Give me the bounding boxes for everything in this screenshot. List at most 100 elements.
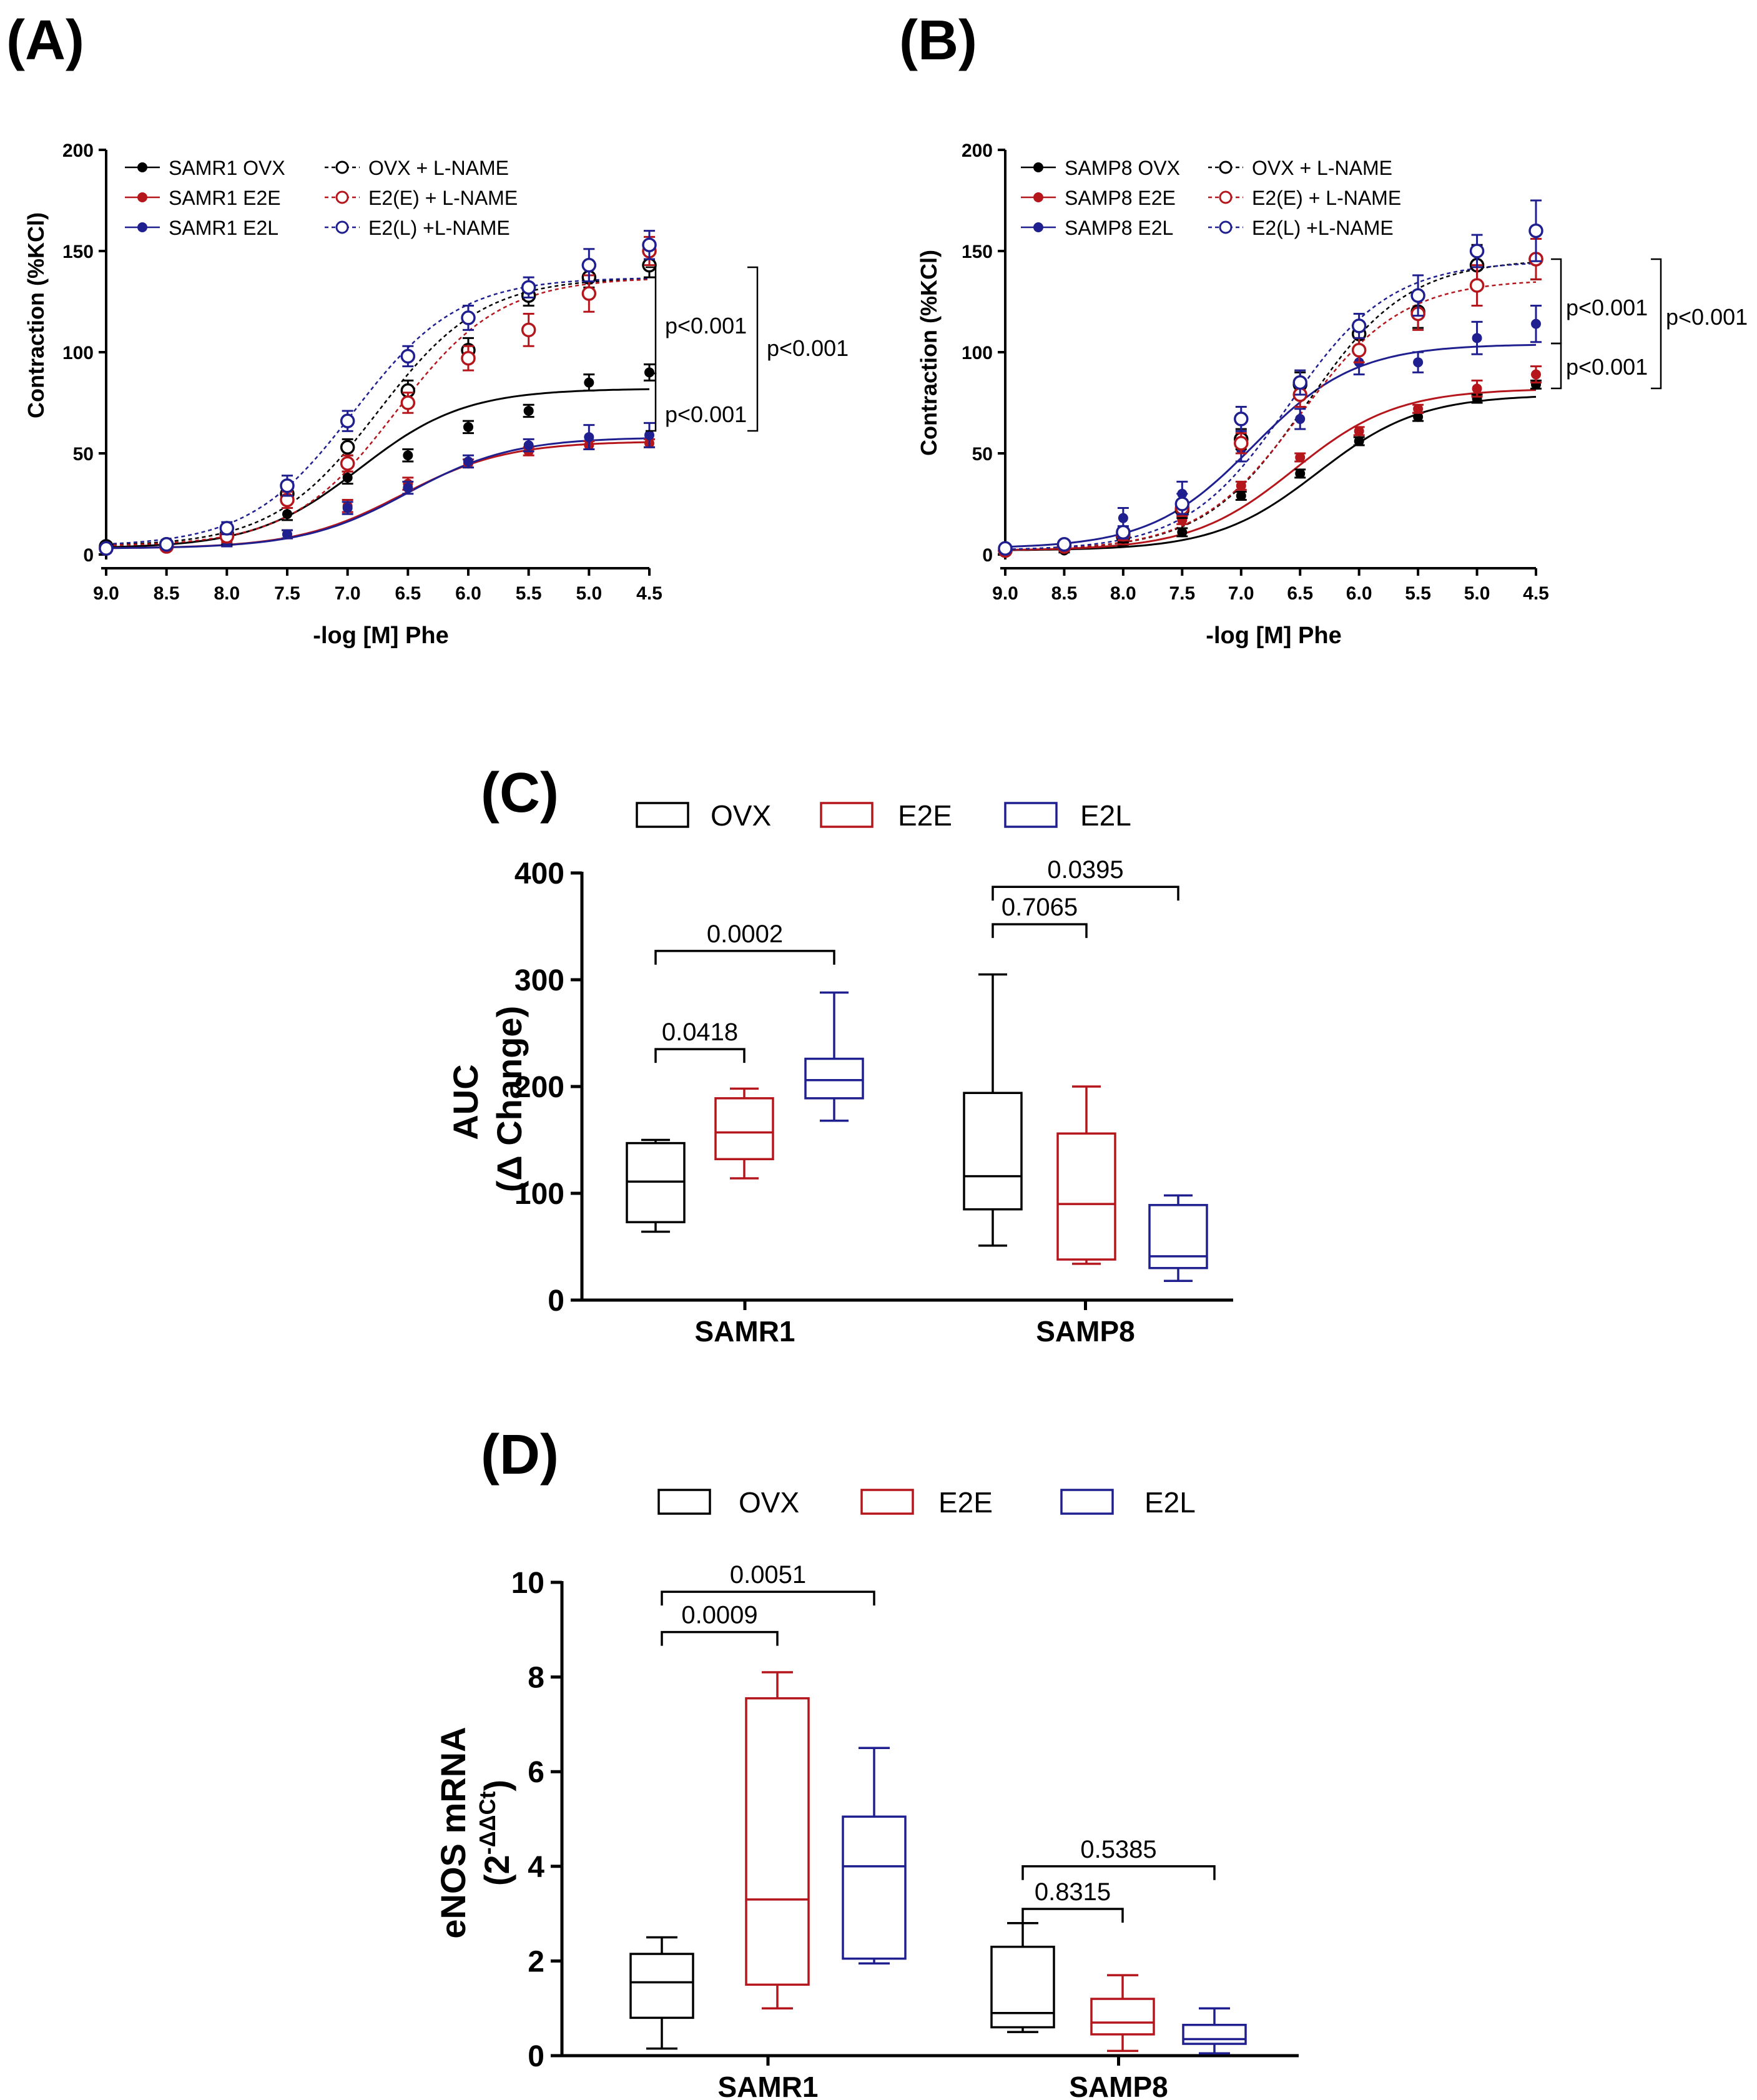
data-point — [463, 421, 473, 432]
p-value-b-outer: p<0.001 — [1666, 304, 1748, 330]
legend-swatch — [1004, 802, 1058, 828]
comparison-p-value: 0.0002 — [707, 920, 783, 948]
y-tick-label: 200 — [962, 140, 993, 161]
y-tick-label: 200 — [62, 140, 94, 161]
y-tick-label: 10 — [511, 1567, 544, 1600]
legend-label: E2L — [1144, 1486, 1196, 1519]
comparison-p-value: 0.0009 — [681, 1602, 757, 1629]
data-point — [523, 405, 534, 416]
data-point — [463, 456, 473, 466]
legend-swatch — [636, 802, 689, 828]
data-point — [998, 541, 1013, 556]
legend-label: E2L — [1080, 799, 1131, 832]
box — [804, 1057, 864, 1100]
box — [842, 1815, 907, 1960]
comparison-bracket — [661, 1630, 779, 1646]
fit-curve — [106, 278, 650, 546]
y-tick-label: 100 — [62, 343, 94, 363]
data-point — [1528, 223, 1543, 239]
comparison-bracket — [992, 885, 1179, 901]
y-axis-label-c: AUC — [446, 1064, 485, 1140]
comparison-p-value: 0.5385 — [1080, 1836, 1156, 1863]
data-point — [1236, 491, 1246, 501]
y-tick-label: 400 — [514, 857, 564, 890]
x-tick-label: 5.5 — [1405, 583, 1431, 604]
y-tick-label: 0 — [528, 2040, 544, 2073]
legend-marker — [1033, 192, 1043, 202]
legend-label: OVX + L-NAME — [368, 157, 509, 179]
fit-curve — [106, 437, 650, 550]
p-value-b-upper: p<0.001 — [1566, 295, 1648, 320]
comparison-p-value: 0.8315 — [1035, 1878, 1111, 1906]
x-tick-label: 6.5 — [395, 583, 421, 604]
legend-label: SAMR1 OVX — [169, 157, 285, 179]
legend-marker — [335, 190, 349, 204]
data-point — [1118, 513, 1128, 523]
legend-label: SAMP8 OVX — [1065, 157, 1180, 179]
data-point — [1531, 369, 1541, 380]
panel-c: (C) AUC (Δ Change) 0 100 200 300 400 SAMR1 SAM… — [446, 762, 1233, 1348]
data-point — [1469, 244, 1485, 259]
legend-marker — [137, 192, 147, 202]
fit-curve — [1005, 389, 1537, 551]
panel-d: (D) eNOS mRNA (2-ΔΔCt) 0 2 4 6 8 10 SAMR1 SAMP8… — [433, 1424, 1299, 2100]
x-tick-label: 7.5 — [1169, 583, 1195, 604]
comparison-bracket — [1021, 1908, 1124, 1923]
data-point — [1351, 318, 1367, 333]
significance-bracket — [1651, 258, 1662, 390]
data-point — [1295, 468, 1306, 479]
x-tick-label: 8.0 — [1110, 583, 1136, 604]
significance-bracket — [646, 372, 657, 432]
legend-marker — [1033, 222, 1043, 232]
y-tick-label: 0 — [548, 1284, 564, 1318]
data-point — [584, 377, 594, 388]
box — [1182, 2023, 1247, 2045]
legend-label: E2(E) + L-NAME — [1252, 187, 1401, 209]
legend-marker — [1219, 160, 1233, 174]
legend-label: OVX + L-NAME — [1252, 157, 1392, 179]
fit-curve — [1005, 262, 1537, 550]
y-tick-label: 150 — [62, 242, 94, 262]
comparison-p-value: 0.0418 — [662, 1018, 738, 1046]
y-axis-label-d-sup: -ΔΔCt — [475, 1792, 500, 1855]
x-tick-label: 6.0 — [1346, 583, 1372, 604]
y-tick-label: 0 — [982, 545, 993, 566]
data-point — [642, 237, 657, 253]
legend-marker — [335, 220, 349, 234]
significance-bracket — [747, 266, 759, 432]
panel-label-c: (C) — [481, 762, 559, 824]
data-point — [403, 483, 413, 493]
data-point — [644, 367, 654, 378]
box — [990, 1945, 1055, 2029]
data-point — [1413, 403, 1424, 414]
significance-bracket — [1551, 258, 1562, 345]
data-point — [584, 432, 594, 443]
y-axis-label-c-sub: (Δ Change) — [490, 1006, 529, 1192]
data-point — [581, 286, 597, 301]
x-tick-label: 5.0 — [576, 583, 602, 604]
x-tick-label: 4.5 — [636, 583, 662, 604]
legend-swatch — [657, 1489, 711, 1515]
data-point — [1234, 412, 1249, 426]
x-tick-label: 8.5 — [154, 583, 180, 604]
box — [745, 1697, 810, 1986]
legend-marker — [1219, 190, 1233, 204]
y-axis-label-d-text: eNOS mRNA — [433, 1727, 473, 1938]
comparison-bracket — [654, 950, 835, 965]
data-point — [280, 478, 295, 493]
data-point — [1472, 383, 1482, 394]
comparison-p-value: 0.0051 — [730, 1561, 806, 1589]
y-tick-label: 50 — [73, 444, 94, 465]
data-point — [99, 541, 114, 556]
data-point — [1116, 525, 1131, 540]
data-point — [521, 322, 536, 338]
legend-label: OVX — [739, 1486, 799, 1519]
p-value-b-lower: p<0.001 — [1566, 354, 1648, 380]
legend-marker — [137, 222, 147, 232]
data-point — [1469, 278, 1485, 293]
y-tick-label: 100 — [962, 343, 993, 363]
data-point — [340, 413, 355, 428]
x-axis-label-b: -log [M] Phe — [1206, 623, 1341, 649]
x-tick-label: 9.0 — [992, 583, 1018, 604]
y-axis-label-d-sub-base: (2 — [477, 1855, 516, 1886]
